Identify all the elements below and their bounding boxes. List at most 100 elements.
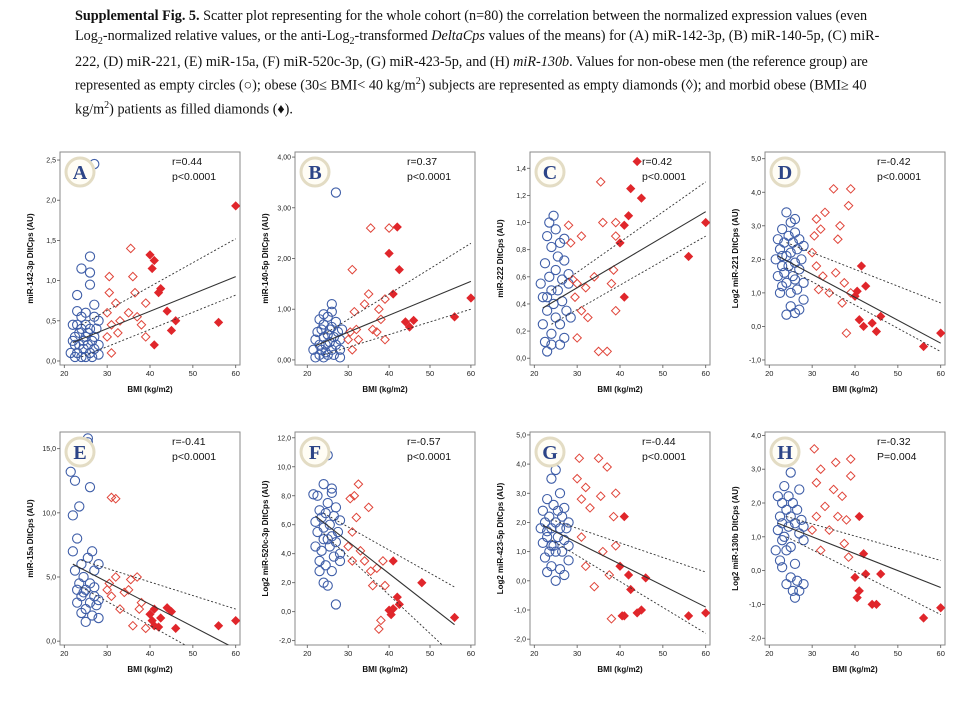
obese-point	[136, 319, 147, 330]
morbid-obese-point	[623, 211, 634, 221]
obese-point	[811, 477, 822, 488]
y-tick-label: 0,5	[46, 318, 56, 325]
morbid-obese-point	[623, 570, 634, 580]
obese-point	[606, 278, 617, 289]
scatter-panel-g: -2,0 -1,0 0,0 1,0 2,0 3,0 4,0 5,0 20 30 40 50 60 BMI …	[496, 431, 711, 674]
morbid-obese-point	[636, 193, 647, 203]
non-obese-point	[74, 501, 85, 512]
non-obese-point	[798, 240, 809, 252]
non-obese-point	[541, 305, 553, 316]
obese-point	[837, 298, 848, 308]
obese-point	[345, 493, 356, 504]
morbid-obese-point	[876, 569, 886, 579]
caption-text: values of the means) for (A) miR-142-3p,…	[75, 28, 880, 70]
obese-point	[820, 501, 830, 512]
non-obese-point	[326, 565, 337, 577]
y-tick-label: -2,0	[514, 637, 526, 644]
non-obese-point	[330, 599, 342, 610]
obese-point	[589, 581, 600, 592]
obese-point	[828, 183, 839, 194]
non-obese-point	[796, 514, 807, 526]
obese-point	[106, 348, 117, 358]
morbid-obese-point	[392, 592, 402, 602]
obese-point	[610, 305, 621, 316]
morbid-obese-point	[871, 599, 882, 610]
caption-text: 2	[349, 35, 355, 47]
non-obese-point	[314, 565, 325, 577]
obese-point	[576, 305, 587, 316]
obese-point	[585, 502, 595, 513]
morbid-obese-point	[701, 217, 710, 228]
obese-point	[809, 230, 820, 241]
regression-line	[72, 563, 230, 645]
non-obese-point	[318, 534, 329, 545]
obese-point	[349, 490, 360, 501]
non-obese-point	[789, 213, 801, 225]
non-obese-point	[787, 270, 799, 282]
obese-point	[367, 580, 378, 591]
non-obese-point	[316, 324, 327, 335]
y-tick-label: 2,00	[277, 256, 291, 263]
non-obese-point	[559, 502, 570, 514]
obese-point	[565, 237, 576, 248]
scatter-panel-b: 0,00 1,00 2,00 3,00 4,00 20 30 40 50 60 BMI (kg/m2…	[261, 151, 476, 394]
morbid-obese-point	[466, 293, 475, 303]
non-obese-point	[334, 515, 346, 526]
non-obese-point	[776, 260, 788, 272]
y-tick-label: 0,6	[516, 274, 526, 281]
morbid-obese-point	[936, 603, 945, 613]
obese-point	[563, 220, 574, 231]
non-obese-point	[326, 483, 337, 494]
obese-point	[132, 572, 143, 582]
morbid-obese-point	[171, 316, 181, 326]
obese-point	[363, 502, 374, 513]
y-tick-label: 2,0	[751, 257, 761, 264]
ci-upper-line	[786, 516, 941, 561]
obese-point	[570, 292, 580, 303]
caption-lead: Supplemental Fig. 5.	[75, 8, 200, 24]
morbid-obese-point	[166, 325, 177, 336]
non-obese-point	[796, 254, 807, 265]
morbid-obese-point	[854, 586, 864, 596]
x-tick-label: 20	[530, 369, 538, 378]
morbid-obese-point	[213, 621, 224, 631]
non-obese-point	[563, 555, 574, 566]
non-obese-point	[789, 274, 801, 285]
plot-area	[535, 453, 710, 634]
non-obese-point	[330, 502, 342, 513]
panel-letter: F	[309, 442, 321, 464]
obese-point	[845, 183, 856, 194]
correlation-r: r=0.42	[642, 156, 672, 168]
non-obese-point	[330, 187, 342, 198]
x-tick-label: 50	[426, 649, 434, 658]
correlation-r: r=-0.42	[877, 156, 911, 168]
non-obese-point	[554, 488, 566, 499]
y-tick-label: 3,0	[751, 467, 761, 474]
ci-lower-line	[323, 533, 443, 645]
morbid-obese-point	[388, 556, 398, 566]
x-axis-label: BMI (kg/m2)	[362, 665, 408, 674]
non-obese-point	[552, 285, 564, 296]
ci-lower-line	[786, 536, 941, 615]
ci-upper-line	[323, 242, 472, 335]
correlation-p: P=0.004	[877, 451, 917, 463]
panel-letter: C	[543, 162, 557, 184]
non-obese-point	[770, 254, 781, 265]
non-obese-point	[785, 287, 796, 299]
morbid-obese-point	[867, 318, 877, 328]
non-obese-point	[774, 511, 786, 522]
x-tick-label: 20	[765, 649, 773, 658]
y-tick-label: 2,0	[751, 501, 761, 508]
y-tick-label: -1,0	[749, 357, 761, 364]
non-obese-point	[537, 292, 549, 303]
plot-area	[308, 450, 460, 645]
obese-point	[359, 299, 370, 310]
x-axis-label: BMI (kg/m2)	[832, 385, 878, 394]
non-obese-point	[785, 467, 796, 478]
obese-point	[811, 261, 822, 271]
x-tick-label: 30	[344, 649, 352, 658]
caption-text: ) subjects are represented as empty diam…	[75, 77, 867, 118]
panel-letter: D	[778, 162, 792, 184]
correlation-r: r=-0.32	[877, 436, 911, 448]
morbid-obese-point	[876, 311, 886, 321]
